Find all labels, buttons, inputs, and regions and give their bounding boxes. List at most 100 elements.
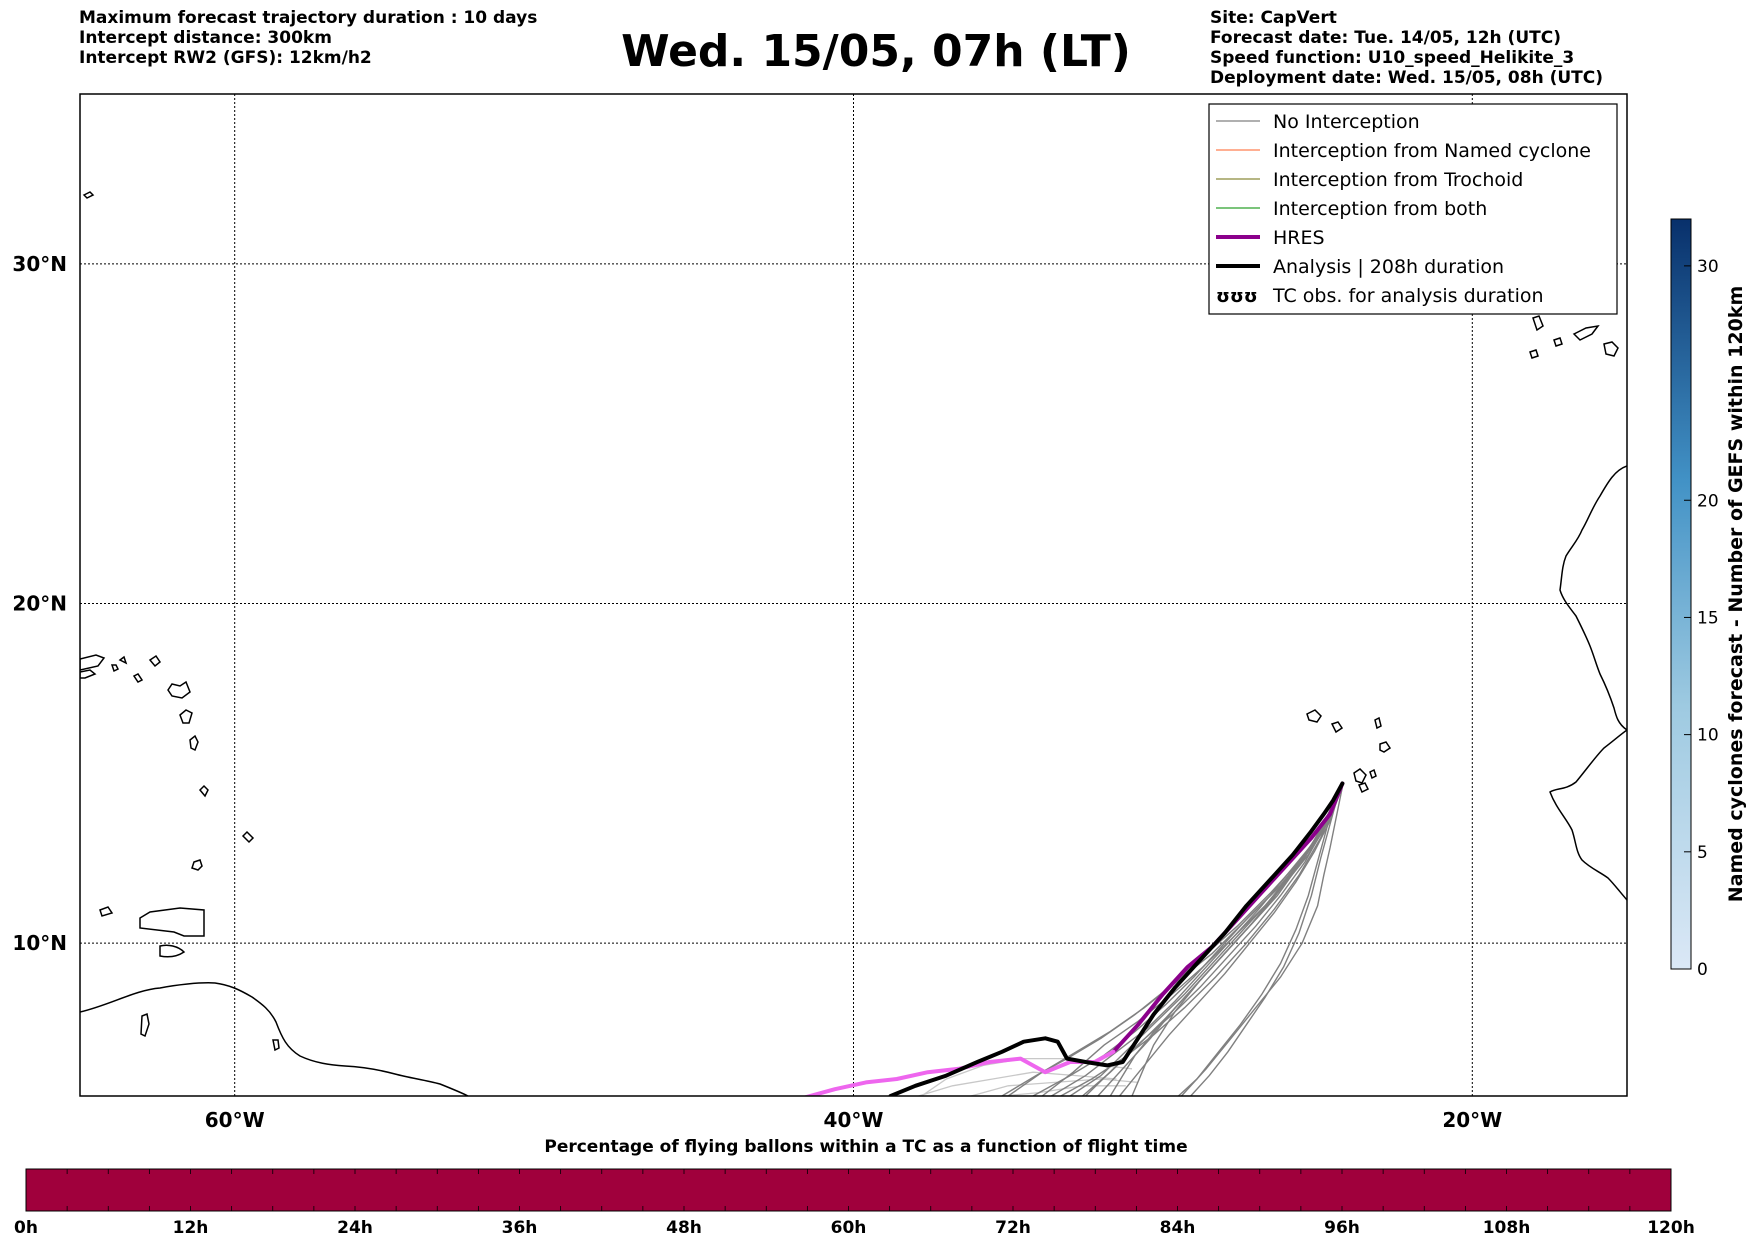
trinidad-island [159,944,186,958]
colorbar-label: Named cyclones forecast - Number of GEFS… [1725,286,1747,903]
legend-label: Interception from Trochoid [1273,169,1523,191]
ensemble-trajectory [1180,786,1344,1096]
chart-title: Wed. 15/05, 07h (LT) [621,26,1131,77]
legend-box [1208,103,1618,315]
flight-time-bar [25,1168,1672,1212]
colorbar-gradient [1670,218,1692,970]
ensemble-trajectory [1001,813,1331,1096]
flight-time-colorbar: 0h 12h 24h 36h 48h 60h 72h 84h 96h 108h 120h [14,1168,1695,1238]
ensemble-trajectory [1051,803,1334,1096]
legend-label: Analysis | 208h duration [1273,256,1504,278]
axis-tick-labels: 60°W 40°W 20°W 10°N 20°N 30°N [12,252,1502,1132]
africa-coast [1559,465,1627,731]
colorbar-tick-label: 0 [1697,960,1708,980]
legend-label: TC obs. for analysis duration [1272,285,1544,307]
ensemble-trajectory [1060,800,1337,1096]
forecast-date-text: Forecast date: Tue. 14/05, 12h (UTC) [1210,28,1561,48]
cape-verde-island [1369,768,1377,780]
canary-island [1603,341,1619,357]
ensemble-trajectory [1041,803,1334,1096]
flight-time-tick-label: 24h [337,1218,373,1238]
cape-verde-island [1357,782,1370,794]
cape-verde-island [1330,721,1344,734]
island [82,191,95,199]
map-frame [79,93,1628,1097]
canary-island [1529,349,1539,359]
intercept-distance-text: Intercept distance: 300km [79,28,332,48]
flight-time-tick-label: 96h [1324,1218,1360,1238]
site-text: Site: CapVert [1210,8,1337,28]
header-right-info: Site: CapVert Forecast date: Tue. 14/05,… [1210,8,1603,88]
island [241,830,255,844]
africa-coast [1549,729,1627,901]
map-grid [80,94,1627,1096]
bottom-colorbar-title: Percentage of flying ballons within a TC… [544,1137,1188,1157]
island [80,654,106,671]
deployment-date-text: Deployment date: Wed. 15/05, 08h (UTC) [1210,68,1604,88]
island [110,664,120,673]
south-america-coast [80,982,469,1096]
island [198,784,209,798]
ensemble-trajectory [1119,793,1340,1096]
colorbar-tick-label: 15 [1697,608,1719,628]
faint-ensemble-trajectory [918,1071,1117,1096]
flight-time-tick-label: 72h [995,1218,1031,1238]
cape-verde-island [1306,709,1322,723]
flight-time-tick-label: 48h [666,1218,702,1238]
analysis-trajectory [888,781,1345,1096]
y-tick-label: 30°N [12,252,67,276]
ensemble-trajectory [1177,796,1337,1096]
island [118,655,128,665]
header-left-info: Maximum forecast trajectory duration : 1… [79,8,537,68]
island [80,669,97,679]
canary-island [1532,315,1544,332]
coastlines [80,191,1627,1096]
island [191,859,203,871]
intercept-rw2-text: Intercept RW2 (GFS): 12km/h2 [79,48,372,68]
faint-ensemble-trajectory [970,1078,1139,1096]
trajectories [802,781,1345,1096]
colorbar-tick-label: 10 [1697,726,1719,746]
x-tick-label: 40°W [824,1108,884,1132]
island [272,1039,280,1052]
colorbar-tick-label: 20 [1697,491,1719,511]
y-tick-label: 20°N [12,591,67,615]
flight-time-tick-label: 36h [502,1218,538,1238]
legend-label: Interception from both [1273,198,1487,220]
flight-time-tick-label: 60h [831,1218,867,1238]
flight-time-tick-label: 0h [14,1218,38,1238]
y-tick-label: 10°N [12,931,67,955]
cape-verde-island [1374,716,1382,730]
hres-trajectory [1111,781,1345,1054]
island [132,673,144,683]
legend-label: HRES [1273,227,1325,249]
flight-time-tick-label: 84h [1160,1218,1196,1238]
x-tick-label: 20°W [1442,1108,1502,1132]
cyclone-colorbar: 0 5 10 15 20 30 Named cyclones forecast - Num… [1670,218,1747,980]
island [148,654,162,668]
colorbar-tick-label: 5 [1697,843,1708,863]
cape-verde-island [1379,741,1392,753]
flight-time-tick-label: 120h [1647,1218,1695,1238]
island [189,734,199,752]
island [140,1012,150,1038]
ensemble-trajectory [1007,810,1331,1096]
island [179,709,193,724]
legend-label: No Interception [1273,111,1420,133]
island [139,907,205,937]
legend-label: Interception from Named cyclone [1273,140,1591,162]
island [99,906,114,917]
x-tick-label: 60°W [205,1108,265,1132]
speed-function-text: Speed function: U10_speed_Helikite_3 [1210,48,1575,68]
max-duration-text: Maximum forecast trajectory duration : 1… [79,8,538,28]
flight-time-tick-label: 12h [173,1218,209,1238]
flight-time-tick-label: 108h [1483,1218,1531,1238]
island [167,680,191,699]
tc-obs-symbol: ʊʊʊ [1216,286,1258,307]
canary-island [1553,337,1563,347]
cape-verde-island [1353,768,1367,784]
colorbar-tick-label: 30 [1697,257,1719,277]
faint-ensemble-trajectory [1001,1085,1126,1096]
legend: No Interception Interception from Named c… [1208,103,1618,315]
